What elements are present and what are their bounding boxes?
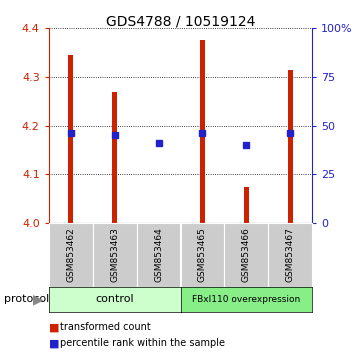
Text: protocol: protocol [4, 294, 49, 304]
Text: control: control [95, 294, 134, 304]
Text: ■: ■ [49, 338, 59, 348]
Text: FBxl110 overexpression: FBxl110 overexpression [192, 295, 300, 304]
Bar [244, 187, 249, 223]
Text: GSM853462: GSM853462 [66, 228, 75, 282]
Text: ■: ■ [49, 322, 59, 332]
Text: ▶: ▶ [32, 292, 43, 306]
Text: GSM853466: GSM853466 [242, 227, 251, 282]
Text: percentile rank within the sample: percentile rank within the sample [60, 338, 225, 348]
Text: GSM853464: GSM853464 [154, 228, 163, 282]
Bar [112, 92, 117, 223]
Text: GDS4788 / 10519124: GDS4788 / 10519124 [106, 14, 255, 28]
Bar [68, 55, 73, 223]
Bar [288, 70, 293, 223]
Text: GSM853463: GSM853463 [110, 227, 119, 282]
Text: transformed count: transformed count [60, 322, 150, 332]
Bar [200, 40, 205, 223]
Text: GSM853467: GSM853467 [286, 227, 295, 282]
Text: GSM853465: GSM853465 [198, 227, 207, 282]
